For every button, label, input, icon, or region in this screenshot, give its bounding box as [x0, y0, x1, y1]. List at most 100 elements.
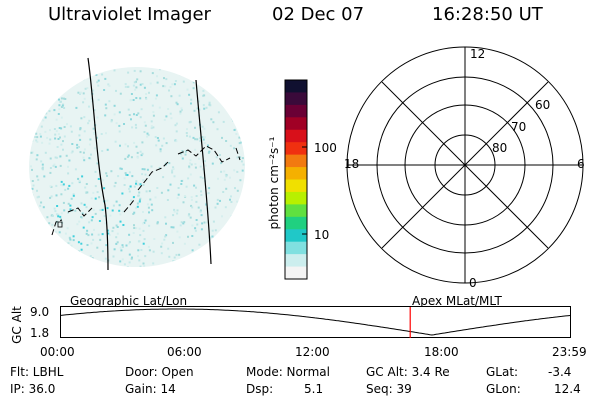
- speckle-bright: [56, 205, 59, 207]
- speckle: [34, 136, 37, 138]
- alt-ytick-high: 9.0: [30, 305, 50, 319]
- speckle-bright: [59, 215, 62, 218]
- speckle: [62, 97, 65, 100]
- speckle: [105, 132, 107, 135]
- speckle: [39, 135, 42, 138]
- speckle: [57, 138, 60, 140]
- speckle: [176, 103, 179, 106]
- speckle: [170, 117, 173, 120]
- speckle: [183, 195, 186, 197]
- speckle-bright: [69, 204, 72, 207]
- speckle: [196, 107, 199, 110]
- speckle: [236, 170, 239, 173]
- speckle: [145, 93, 148, 95]
- speckle: [154, 136, 157, 138]
- speckle: [104, 77, 107, 80]
- speckle: [133, 211, 136, 214]
- speckle: [34, 101, 37, 104]
- speckle: [46, 89, 49, 92]
- speckle: [64, 259, 66, 262]
- speckle: [227, 101, 230, 104]
- speckle: [118, 111, 121, 114]
- speckle: [68, 84, 71, 87]
- speckle: [180, 107, 183, 110]
- speckle: [189, 173, 192, 176]
- speckle: [217, 177, 219, 180]
- speckle: [186, 88, 189, 91]
- speckle: [233, 169, 236, 172]
- speckle: [106, 148, 109, 151]
- speckle: [190, 196, 193, 199]
- altitude-curve: [60, 308, 571, 336]
- speckle: [165, 115, 168, 118]
- speckle: [230, 74, 233, 77]
- speckle: [146, 168, 149, 171]
- speckle: [229, 176, 231, 179]
- speckle: [135, 227, 138, 230]
- meridian-line-east: [195, 79, 212, 265]
- speckle: [157, 139, 160, 142]
- speckle: [68, 82, 70, 85]
- speckle: [128, 114, 131, 116]
- speckle-bright: [135, 182, 137, 185]
- speckle: [64, 232, 67, 235]
- speckle: [63, 126, 66, 128]
- speckle: [243, 237, 245, 240]
- speckle: [94, 185, 97, 188]
- speckle: [84, 87, 87, 90]
- speckle: [116, 232, 119, 235]
- speckle-bright: [132, 196, 135, 199]
- speckle: [119, 167, 122, 170]
- speckle: [42, 119, 45, 122]
- speckle: [238, 215, 241, 218]
- speckle: [194, 227, 197, 230]
- speckle: [127, 154, 130, 157]
- speckle: [203, 142, 206, 144]
- speckle: [104, 114, 107, 117]
- speckle: [180, 183, 183, 185]
- speckle: [191, 206, 194, 209]
- speckle: [145, 97, 148, 100]
- speckle: [31, 151, 34, 154]
- speckle: [131, 175, 134, 178]
- speckle: [52, 164, 55, 167]
- speckle: [114, 140, 117, 143]
- speckle: [54, 231, 57, 233]
- speckle-bright: [97, 178, 100, 180]
- colorbar-band: [285, 191, 307, 205]
- speckle: [190, 198, 193, 201]
- speckle-bright: [68, 184, 71, 187]
- speckle: [184, 153, 187, 156]
- speckle: [174, 260, 177, 263]
- speckle: [199, 266, 202, 267]
- speckle: [79, 91, 82, 94]
- speckle: [96, 191, 99, 194]
- speckle: [58, 98, 60, 101]
- speckle: [143, 121, 146, 124]
- speckle: [34, 265, 37, 267]
- speckle: [162, 85, 165, 88]
- speckle: [109, 214, 112, 217]
- speckle: [62, 103, 65, 106]
- speckle-bright: [101, 208, 104, 211]
- speckle: [197, 100, 200, 103]
- speckle: [66, 227, 69, 230]
- speckle: [115, 122, 118, 125]
- speckle: [203, 94, 206, 97]
- speckle: [241, 157, 244, 160]
- speckle: [211, 229, 214, 232]
- speckle: [79, 138, 82, 141]
- speckle: [57, 113, 60, 115]
- speckle: [94, 212, 97, 215]
- colorbar-band: [285, 92, 307, 106]
- speckle: [123, 184, 126, 186]
- speckle: [79, 93, 81, 95]
- speckle: [106, 174, 108, 177]
- speckle: [242, 195, 245, 197]
- speckle: [173, 256, 176, 259]
- speckle: [220, 162, 223, 165]
- speckle: [176, 209, 179, 212]
- speckle-bright: [57, 215, 60, 218]
- speckle: [227, 95, 230, 98]
- speckle: [199, 176, 202, 179]
